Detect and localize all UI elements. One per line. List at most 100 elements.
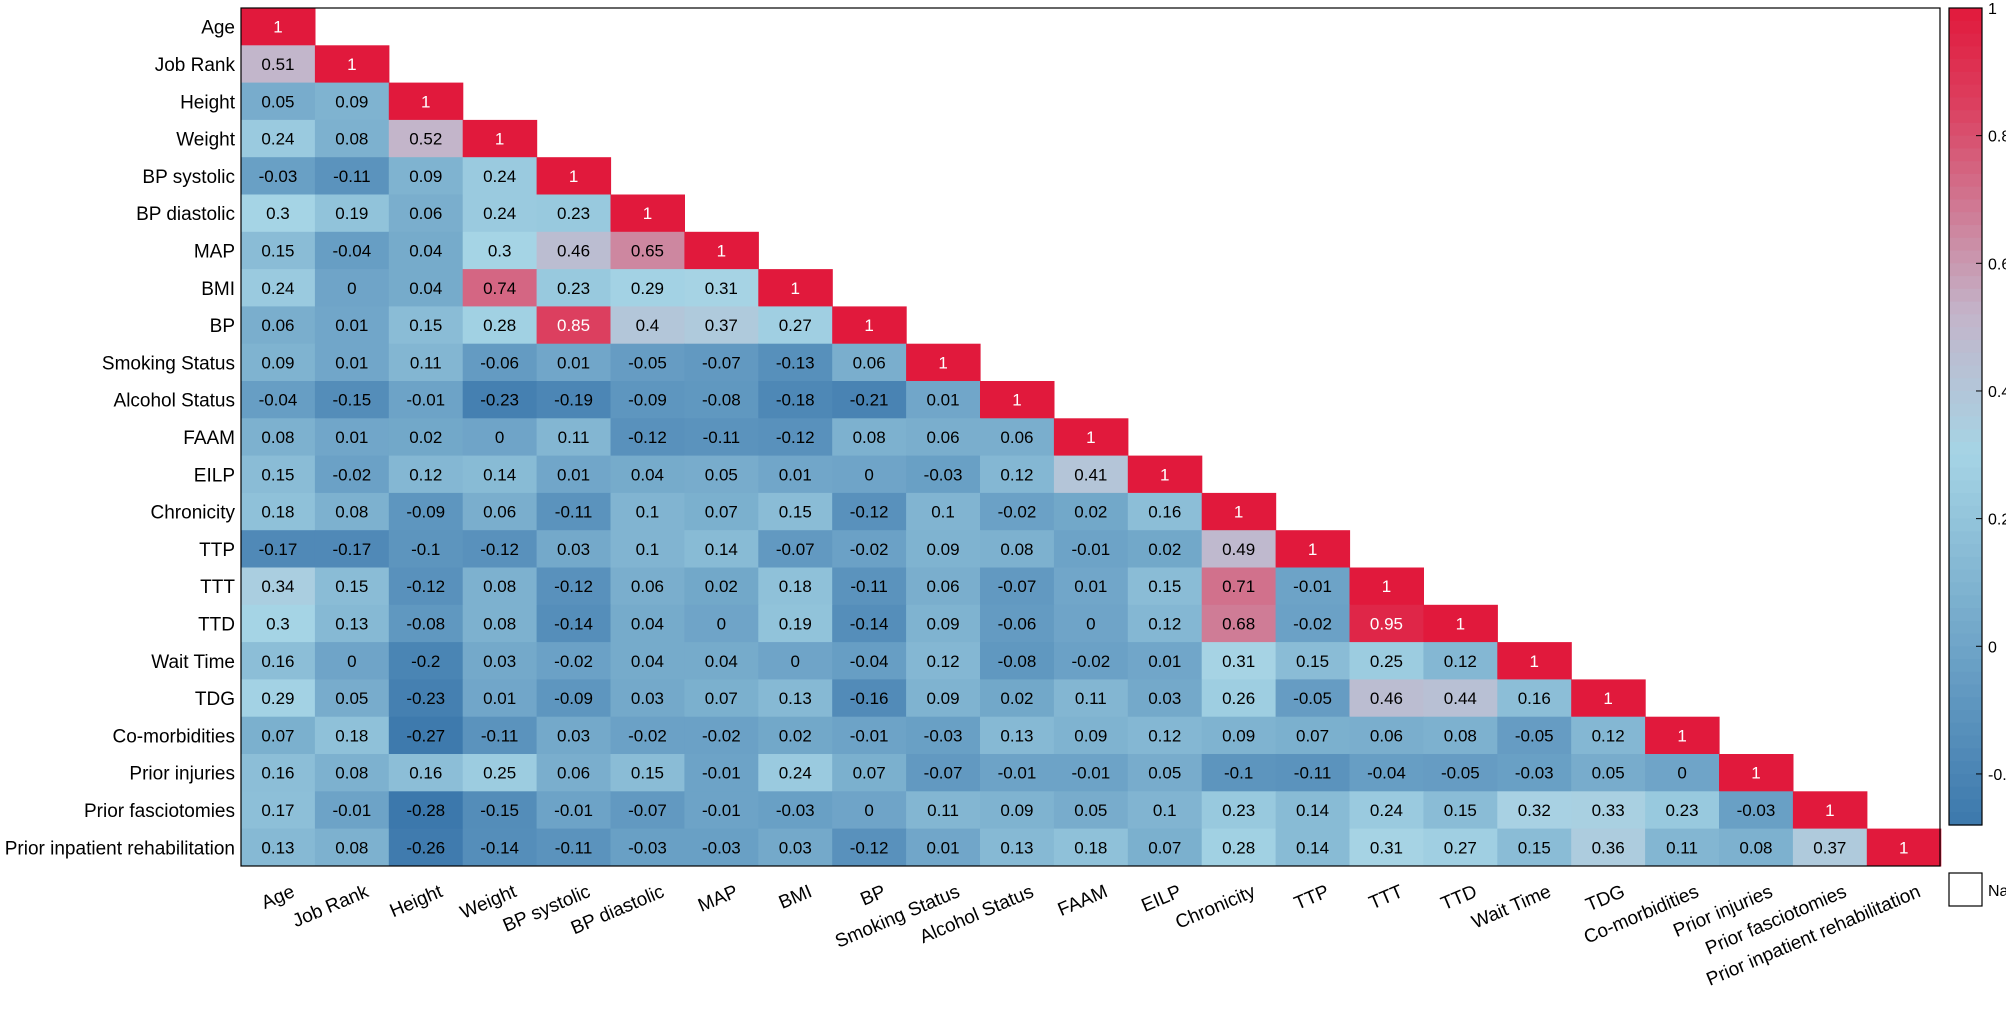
cell-value-label: 1 (569, 167, 578, 186)
x-tick-label: Chronicity (1173, 881, 1259, 934)
cell-value-label: 0.25 (1370, 652, 1403, 671)
heatmap-cell (1275, 679, 1351, 718)
x-tick-label: TTT (1366, 881, 1407, 914)
heatmap-cell (1127, 604, 1203, 643)
cell-value-label: 0.07 (705, 689, 738, 708)
y-tick-label: Age (201, 18, 235, 39)
heatmap-cell (536, 828, 612, 867)
cell-value-label: 0.46 (1370, 689, 1403, 708)
heatmap-cell (980, 567, 1055, 606)
heatmap-cell (980, 642, 1055, 680)
y-tick-label: TTD (198, 614, 235, 635)
heatmap-cell (832, 604, 907, 643)
cell-value-label: 0.24 (779, 764, 812, 783)
cell-value-label: 0.04 (705, 652, 738, 671)
heatmap-cell (758, 604, 833, 643)
heatmap-cell (906, 716, 981, 755)
heatmap-cell (1201, 791, 1277, 830)
heatmap-cell (684, 791, 759, 830)
cell-value-label: -0.02 (1293, 614, 1332, 633)
heatmap-cell (1275, 828, 1351, 867)
heatmap-cell (314, 492, 390, 531)
cell-value-label: 0.16 (1148, 503, 1181, 522)
cell-value-label: 0.31 (1222, 652, 1255, 671)
heatmap-cell (758, 828, 833, 867)
colorbar-segment (1949, 595, 1982, 609)
heatmap-cell (241, 492, 316, 531)
cell-value-label: 0.08 (483, 577, 516, 596)
heatmap-cell (1127, 567, 1203, 606)
cell-value-label: -0.11 (481, 726, 519, 745)
heatmap-cell (832, 455, 907, 494)
heatmap-cell (241, 754, 316, 792)
heatmap-cell (388, 157, 464, 196)
x-tick-label: Wait Time (1469, 881, 1554, 933)
heatmap-cell (1349, 716, 1424, 755)
heatmap-cell (832, 679, 907, 718)
heatmap-cell (1719, 828, 1794, 867)
colorbar-segment (1949, 110, 1982, 124)
cell-value-label: 0.12 (1000, 465, 1033, 484)
colorbar-segment (1949, 812, 1982, 826)
cell-value-label: -0.01 (1293, 577, 1332, 596)
cell-value-label: 1 (1899, 838, 1908, 857)
heatmap-cell (906, 530, 981, 569)
cell-value-label: 1 (717, 241, 726, 260)
heatmap-cell (610, 791, 685, 830)
cell-value-label: 0.01 (927, 838, 960, 857)
cell-value-label: 0.03 (557, 540, 590, 559)
heatmap-cell (388, 716, 464, 755)
cell-value-label: 1 (1825, 801, 1834, 820)
heatmap-cell (1792, 828, 1868, 867)
cell-value-label: 0 (347, 279, 356, 298)
colorbar-segment (1949, 659, 1982, 673)
colorbar-segment (1949, 582, 1982, 596)
heatmap-cell (462, 642, 538, 680)
cell-value-label: 0.08 (261, 428, 294, 447)
heatmap-cell (906, 791, 981, 830)
heatmap-cell (610, 418, 685, 457)
y-tick-label: Job Rank (155, 55, 236, 76)
heatmap-cell (388, 679, 464, 718)
heatmap-cell (536, 791, 612, 830)
heatmap-cell (980, 418, 1055, 457)
cell-value-label: -0.01 (554, 801, 593, 820)
cell-value-label: 0.09 (261, 353, 294, 372)
cell-value-label: 0.04 (631, 465, 664, 484)
cell-value-label: 0.24 (261, 279, 294, 298)
cell-value-label: 0.01 (557, 353, 590, 372)
cell-value-label: -0.04 (332, 241, 371, 260)
cell-value-label: 0.08 (335, 764, 368, 783)
colorbar-segment (1949, 148, 1982, 162)
heatmap-cell (1053, 828, 1129, 867)
heatmap-cell (758, 343, 833, 382)
heatmap-cell (388, 343, 464, 382)
heatmap-cell (832, 716, 907, 755)
heatmap-cell (1497, 679, 1572, 718)
heatmap-cell (832, 306, 907, 345)
heatmap-cell (314, 269, 390, 307)
heatmap-cells (241, 8, 1942, 867)
cell-value-label: 0.1 (636, 540, 660, 559)
colorbar-tick-label: 0.6 (1988, 256, 2006, 273)
cell-value-label: 0.36 (1592, 838, 1625, 857)
cell-value-label: -0.11 (850, 577, 888, 596)
cell-value-label: 0.02 (779, 726, 812, 745)
cell-value-label: 0.06 (927, 577, 960, 596)
cell-value-label: 0 (347, 652, 356, 671)
colorbar-segment (1949, 442, 1982, 456)
cell-value-label: 0.04 (631, 614, 664, 633)
heatmap-cell (610, 343, 685, 382)
heatmap-cell (1349, 642, 1424, 680)
cell-value-label: 0.06 (557, 764, 590, 783)
cell-value-label: 1 (1456, 614, 1465, 633)
cell-value-label: 0.37 (1813, 838, 1846, 857)
nan-swatch (1948, 872, 1983, 907)
heatmap-cell (1127, 530, 1203, 569)
cell-value-label: 1 (1677, 726, 1686, 745)
y-tick-label: BP systolic (142, 167, 235, 188)
heatmap-cell (832, 492, 907, 531)
colorbar-segment (1949, 786, 1982, 801)
heatmap-cell (684, 492, 759, 531)
cell-value-label: -0.1 (1224, 764, 1253, 783)
